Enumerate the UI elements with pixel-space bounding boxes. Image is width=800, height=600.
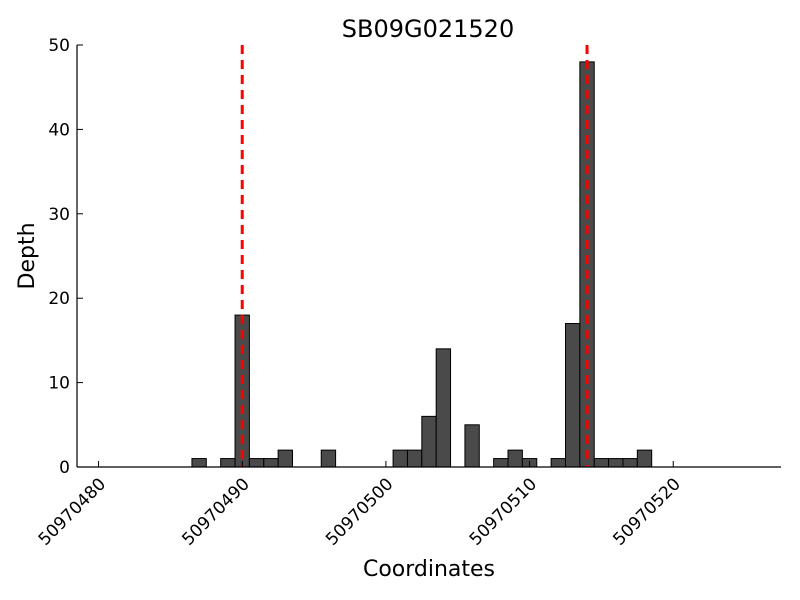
x-tick-label: 50970500 [322, 474, 397, 549]
bar [464, 424, 480, 468]
y-tick-label: 0 [59, 458, 70, 478]
bar [493, 458, 509, 468]
bar [220, 458, 236, 468]
x-tick-label: 50970480 [35, 474, 110, 549]
y-tick-label: 40 [48, 120, 70, 140]
markers-group [240, 45, 589, 467]
bar [191, 458, 207, 468]
bars-group [191, 61, 653, 468]
bar [593, 458, 610, 468]
x-tick-label: 50970510 [466, 474, 541, 549]
x-ticks-group: 50970480 50970490 50970500 50970510 50970520 [35, 461, 685, 550]
y-ticks-group: 0 10 20 30 40 50 [48, 36, 83, 478]
y-tick-label: 30 [48, 205, 70, 225]
chart-title: SB09G021520 [342, 15, 514, 43]
bar [263, 458, 279, 468]
y-tick-label: 50 [48, 36, 70, 56]
bar [636, 449, 653, 468]
x-axis-label: Coordinates [363, 557, 495, 582]
bar [392, 449, 408, 468]
bar [608, 458, 624, 468]
y-tick-label: 20 [48, 289, 70, 309]
bar [277, 449, 294, 468]
bar [248, 458, 265, 468]
x-tick-label: 50970490 [178, 474, 253, 549]
y-axis-label: Depth [15, 222, 40, 289]
bar [622, 458, 638, 468]
bar [421, 415, 437, 468]
bar [320, 449, 337, 468]
bar [507, 449, 523, 468]
y-tick-label: 10 [48, 374, 70, 394]
x-tick-label: 50970520 [609, 474, 684, 549]
bar [406, 449, 423, 468]
bar [435, 348, 452, 468]
bar [550, 458, 566, 468]
bar [564, 323, 581, 468]
